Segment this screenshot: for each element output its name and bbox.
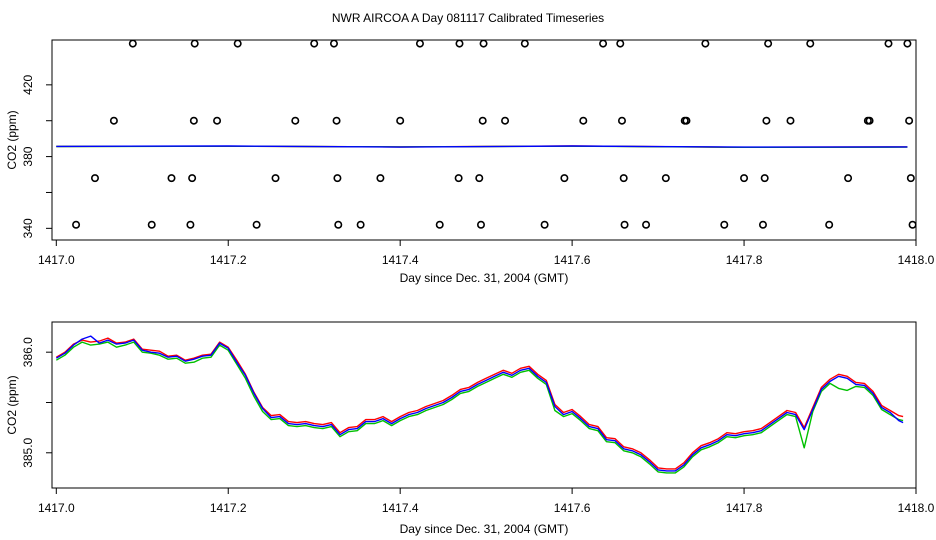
data-point xyxy=(806,39,815,48)
x-tick-label: 1417.4 xyxy=(382,501,419,515)
data-point xyxy=(332,116,341,125)
data-point xyxy=(764,39,773,48)
data-point xyxy=(884,39,893,48)
x-tick-label: 1417.6 xyxy=(554,501,591,515)
data-point xyxy=(758,220,767,229)
y-tick-label: 385.0 xyxy=(21,437,35,467)
data-point xyxy=(455,39,464,48)
data-point xyxy=(186,220,195,229)
data-point xyxy=(905,116,914,125)
series-line xyxy=(56,145,908,148)
x-axis-label: Day since Dec. 31, 2004 (GMT) xyxy=(400,522,569,536)
x-tick-label: 1418.0 xyxy=(898,253,935,267)
data-point xyxy=(560,174,569,183)
data-point xyxy=(90,174,99,183)
y-tick-label: 420 xyxy=(21,75,35,95)
series-line xyxy=(55,341,904,474)
data-point xyxy=(844,174,853,183)
data-point xyxy=(540,220,549,229)
x-tick-label: 1417.2 xyxy=(210,253,247,267)
data-point xyxy=(906,174,915,183)
data-point xyxy=(333,174,342,183)
data-point xyxy=(291,116,300,125)
data-point xyxy=(435,220,444,229)
x-tick-label: 1417.0 xyxy=(38,501,75,515)
data-point xyxy=(356,220,365,229)
data-point xyxy=(233,39,242,48)
plot-frame xyxy=(51,321,917,489)
data-point xyxy=(762,116,771,125)
data-point xyxy=(760,174,769,183)
plot-frame xyxy=(51,39,917,241)
scatter-panel: 1417.0 1417.2 1417.4 1417.6 1417.8 1418.0 340… xyxy=(5,39,935,285)
data-point xyxy=(478,116,487,125)
x-tick-label: 1417.8 xyxy=(726,501,763,515)
y-axis-label: CO2 (ppm) xyxy=(5,110,19,169)
series-line xyxy=(55,337,904,470)
line-panel: 1417.0 1417.2 1417.4 1417.6 1417.8 1418.0 385… xyxy=(5,321,935,536)
data-point xyxy=(128,39,137,48)
data-point xyxy=(520,39,529,48)
data-point xyxy=(476,220,485,229)
data-point xyxy=(620,220,629,229)
y-tick-label: 386.0 xyxy=(21,337,35,367)
data-point xyxy=(865,116,874,125)
data-point xyxy=(188,174,197,183)
data-point xyxy=(701,39,710,48)
data-point xyxy=(740,174,749,183)
data-point xyxy=(109,116,118,125)
x-tick-label: 1417.4 xyxy=(382,253,419,267)
data-point xyxy=(475,174,484,183)
data-point xyxy=(579,116,588,125)
data-point xyxy=(271,174,280,183)
data-point xyxy=(396,116,405,125)
data-point xyxy=(72,220,81,229)
data-point xyxy=(334,220,343,229)
x-axis-label: Day since Dec. 31, 2004 (GMT) xyxy=(400,271,569,285)
data-point xyxy=(213,116,222,125)
data-point xyxy=(599,39,608,48)
data-point xyxy=(329,39,338,48)
data-point xyxy=(252,220,261,229)
data-point xyxy=(190,39,199,48)
data-point xyxy=(167,174,176,183)
data-point xyxy=(825,220,834,229)
data-point xyxy=(454,174,463,183)
data-point xyxy=(720,220,729,229)
data-point xyxy=(617,116,626,125)
x-tick-label: 1418.0 xyxy=(898,501,935,515)
y-tick-label: 340 xyxy=(21,218,35,238)
data-point xyxy=(786,116,795,125)
data-point xyxy=(415,39,424,48)
data-point xyxy=(619,174,628,183)
series-line xyxy=(55,335,904,472)
data-point xyxy=(616,39,625,48)
y-tick-label: 380 xyxy=(21,146,35,166)
figure-title: NWR AIRCOA A Day 081117 Calibrated Times… xyxy=(332,11,604,25)
x-tick-label: 1417.8 xyxy=(726,253,763,267)
data-point xyxy=(501,116,510,125)
data-point xyxy=(682,116,691,125)
x-tick-label: 1417.6 xyxy=(554,253,591,267)
data-point xyxy=(908,220,917,229)
data-point xyxy=(903,39,912,48)
data-point xyxy=(310,39,319,48)
data-point xyxy=(661,174,670,183)
data-point xyxy=(642,220,651,229)
data-point xyxy=(147,220,156,229)
data-point xyxy=(376,174,385,183)
x-tick-label: 1417.2 xyxy=(210,501,247,515)
data-point xyxy=(479,39,488,48)
data-point xyxy=(189,116,198,125)
x-tick-label: 1417.0 xyxy=(38,253,75,267)
y-axis-label: CO2 (ppm) xyxy=(5,375,19,434)
